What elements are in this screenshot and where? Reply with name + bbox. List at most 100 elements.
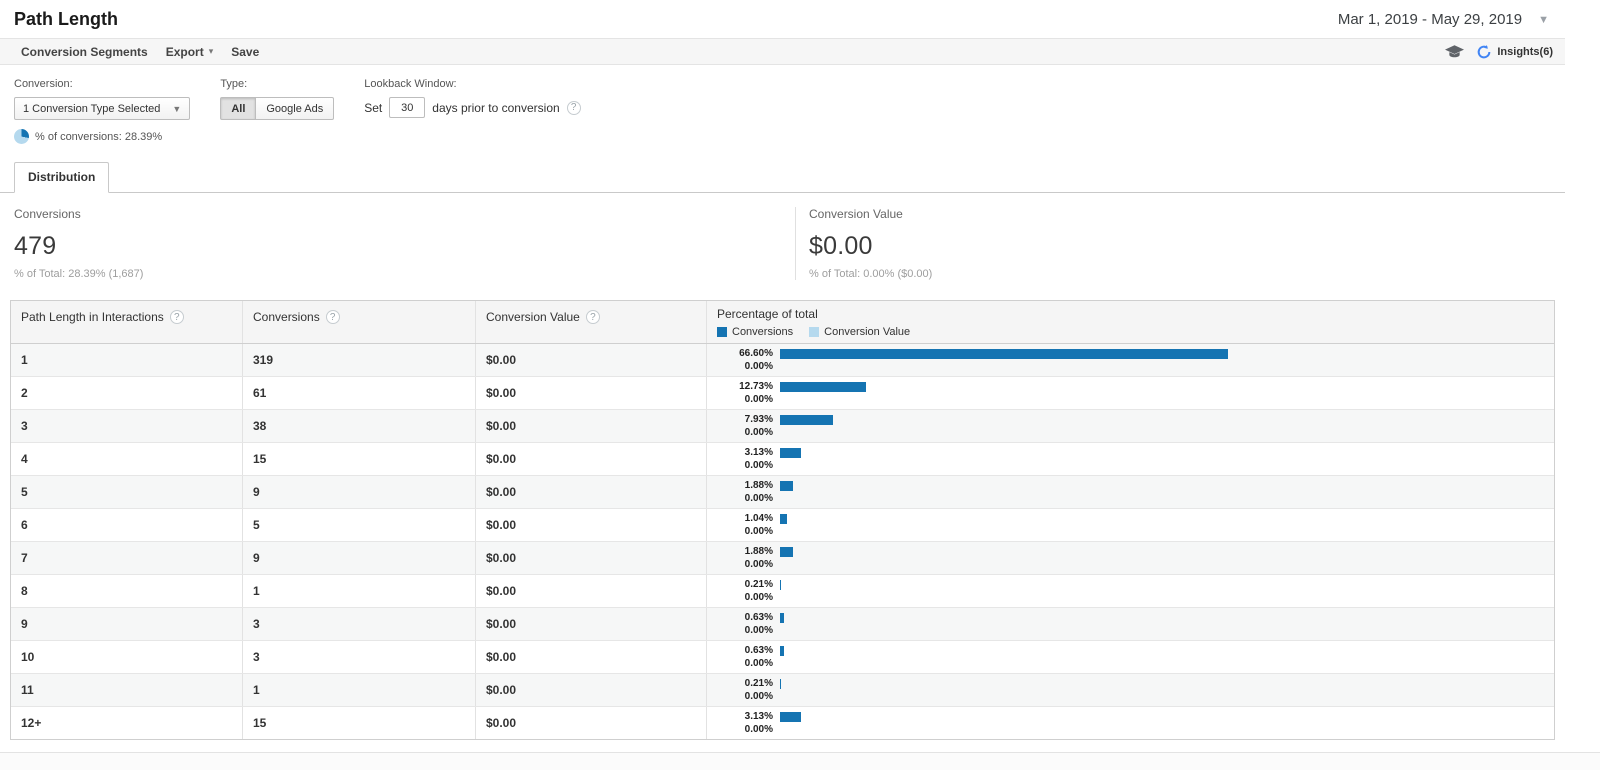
legend-swatch-conversion-value xyxy=(809,327,820,337)
cell-conversion-value: $0.00 xyxy=(476,641,707,673)
pct-conversions-label: 12.73% xyxy=(739,381,773,392)
chevron-down-icon: ▼ xyxy=(172,103,182,114)
cell-path-length: 3 xyxy=(11,410,243,442)
cell-conversions: 1 xyxy=(243,575,476,607)
cell-conversion-value: $0.00 xyxy=(476,674,707,706)
pct-value-label: 0.00% xyxy=(744,724,773,735)
help-icon[interactable]: ? xyxy=(566,100,581,115)
conversion-value-summary-label: Conversion Value xyxy=(809,207,903,221)
table-row: 2 61 $0.00 12.73% 0.00% xyxy=(11,377,1554,410)
percentage-labels: 12.73% 0.00% xyxy=(715,380,773,406)
bar-pair xyxy=(780,546,1452,570)
legend-swatch-conversions xyxy=(717,327,727,337)
cell-conversions: 3 xyxy=(243,608,476,640)
cell-conversions: 5 xyxy=(243,509,476,541)
pct-conversions-label: 1.04% xyxy=(744,513,773,524)
report-header: Path Length Mar 1, 2019 - May 29, 2019 ▼ xyxy=(0,0,1565,38)
type-google-ads-label: Google Ads xyxy=(266,102,324,115)
cell-path-length: 1 xyxy=(11,344,243,376)
table-row: 12+ 15 $0.00 3.13% 0.00% xyxy=(11,707,1554,739)
pct-conversions-label: 0.63% xyxy=(744,612,773,623)
type-google-ads-button[interactable]: Google Ads xyxy=(256,97,335,120)
cell-conversions: 9 xyxy=(243,542,476,574)
bar-pair xyxy=(780,645,1452,669)
help-icon[interactable]: ? xyxy=(325,310,340,324)
lookback-label: Lookback Window: xyxy=(364,78,457,90)
conversions-bar xyxy=(780,513,787,524)
save-label: Save xyxy=(231,44,260,59)
bar-pair xyxy=(780,579,1452,603)
type-filter-label: Type: xyxy=(220,78,248,90)
tab-distribution[interactable]: Distribution xyxy=(14,162,110,193)
table-row: 7 9 $0.00 1.88% 0.00% xyxy=(11,542,1554,575)
percentage-labels: 3.13% 0.00% xyxy=(715,446,773,472)
column-header-path-length[interactable]: Path Length in Interactions ? xyxy=(11,301,243,343)
pct-value-label: 0.00% xyxy=(744,691,773,702)
table-row: 6 5 $0.00 1.04% 0.00% xyxy=(11,509,1554,542)
conversion-value-summary-subtext: % of Total: 0.00% ($0.00) xyxy=(809,268,933,280)
column-header-conversions[interactable]: Conversions ? xyxy=(243,301,476,343)
cell-conversions: 15 xyxy=(243,443,476,475)
cell-conversions: 9 xyxy=(243,476,476,508)
help-icon[interactable]: ? xyxy=(169,310,184,324)
bar-pair xyxy=(780,711,1452,735)
legend-conversions: Conversions xyxy=(717,326,793,338)
conversions-summary-label: Conversions xyxy=(14,207,81,221)
cell-conversion-value: $0.00 xyxy=(476,575,707,607)
cell-percentage: 0.63% 0.00% xyxy=(707,608,1554,640)
lookback-prefix: Set xyxy=(364,100,383,115)
percentage-labels: 7.93% 0.00% xyxy=(715,413,773,439)
percentage-labels: 66.60% 0.00% xyxy=(715,347,773,373)
conversion-segments-button[interactable]: Conversion Segments xyxy=(12,39,157,64)
legend-label-conversions: Conversions xyxy=(732,326,794,338)
table-row: 11 1 $0.00 0.21% 0.00% xyxy=(11,674,1554,707)
bar-pair xyxy=(780,678,1452,702)
education-cap-icon[interactable] xyxy=(1445,44,1465,59)
cell-path-length: 7 xyxy=(11,542,243,574)
export-button[interactable]: Export ▾ xyxy=(157,39,223,64)
conversions-bar xyxy=(780,645,785,656)
lookback-days-input[interactable] xyxy=(389,97,426,118)
chevron-down-icon: ▼ xyxy=(1538,13,1549,26)
table-row: 8 1 $0.00 0.21% 0.00% xyxy=(11,575,1554,608)
column-header-conversion-value[interactable]: Conversion Value ? xyxy=(476,301,707,343)
insights-button[interactable]: Insights(6) xyxy=(1476,44,1553,60)
cell-percentage: 1.04% 0.00% xyxy=(707,509,1554,541)
conversions-summary-card: Conversions 479 % of Total: 28.39% (1,68… xyxy=(14,207,795,280)
conversions-bar xyxy=(780,612,785,623)
bar-pair xyxy=(780,381,1452,405)
table-body: 1 319 $0.00 66.60% 0.00% 2 61 $0.00 12.7… xyxy=(11,344,1554,739)
cell-percentage: 3.13% 0.00% xyxy=(707,443,1554,475)
pct-conversions-label: 0.63% xyxy=(744,645,773,656)
cell-conversion-value: $0.00 xyxy=(476,542,707,574)
type-all-button[interactable]: All xyxy=(220,97,257,120)
help-icon[interactable]: ? xyxy=(585,310,600,324)
conversion-type-select[interactable]: 1 Conversion Type Selected ▼ xyxy=(14,97,191,120)
percentage-labels: 1.04% 0.00% xyxy=(715,512,773,538)
date-range-selector[interactable]: Mar 1, 2019 - May 29, 2019 ▼ xyxy=(1338,11,1551,28)
percentage-labels: 1.88% 0.00% xyxy=(715,479,773,505)
percentage-labels: 0.63% 0.00% xyxy=(715,644,773,670)
save-button[interactable]: Save xyxy=(222,39,268,64)
pct-value-label: 0.00% xyxy=(744,394,773,405)
conversion-share-label: % of conversions: 28.39% xyxy=(35,130,163,143)
cell-conversion-value: $0.00 xyxy=(476,707,707,739)
bar-pair xyxy=(780,348,1452,372)
type-toggle-group: All Google Ads xyxy=(220,97,335,120)
cell-conversion-value: $0.00 xyxy=(476,509,707,541)
pct-value-label: 0.00% xyxy=(744,361,773,372)
column-label: Conversions xyxy=(253,310,320,324)
cell-path-length: 8 xyxy=(11,575,243,607)
conversions-bar xyxy=(780,711,802,722)
pct-value-label: 0.00% xyxy=(744,658,773,669)
column-label: Path Length in Interactions xyxy=(21,310,164,324)
pct-conversions-label: 3.13% xyxy=(744,711,773,722)
path-length-table: Path Length in Interactions ? Conversion… xyxy=(10,300,1555,740)
tab-strip: Distribution xyxy=(0,162,1565,193)
cell-path-length: 11 xyxy=(11,674,243,706)
pct-value-label: 0.00% xyxy=(744,592,773,603)
cell-conversions: 61 xyxy=(243,377,476,409)
conversion-share: % of conversions: 28.39% xyxy=(14,129,190,144)
table-row: 10 3 $0.00 0.63% 0.00% xyxy=(11,641,1554,674)
cell-path-length: 5 xyxy=(11,476,243,508)
